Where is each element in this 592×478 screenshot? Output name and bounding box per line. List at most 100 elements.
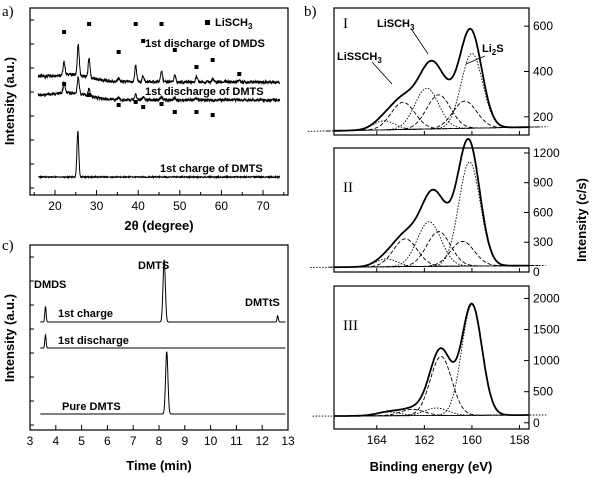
panel-a-patterns	[37, 43, 281, 180]
lisch3-marker	[172, 110, 177, 114]
annotation-lissch3: LiSSCH3	[337, 51, 382, 65]
x-tick-label: 162	[414, 433, 434, 447]
panel-b-III-frame	[333, 285, 530, 430]
panel-b-I-label: I	[343, 16, 348, 32]
arrow-lisch3	[411, 29, 429, 55]
annotation-dmds: DMDS	[34, 279, 66, 291]
x-tick-label: 50	[173, 199, 187, 213]
x-tick-label: 60	[215, 199, 229, 213]
panel-b-II-frame	[333, 147, 530, 273]
x-tick-label: 5	[78, 434, 85, 448]
xps-envelope	[334, 27, 529, 132]
y-tick-label: 0	[533, 265, 540, 279]
series-label-2: 1st discharge of DMTS	[145, 86, 264, 98]
y-tick-label: 1000	[533, 354, 560, 368]
x-tick-label: 70	[256, 199, 270, 213]
y-tick-label: 600	[533, 19, 553, 33]
panel-b-ticks: 164 162 160 158 200 400 600 0 300 600 900 1200 0 500 1…	[367, 19, 560, 447]
y-tick-label: 0	[533, 416, 540, 430]
legend-label: LiSCH3	[215, 17, 253, 31]
lisch3-marker	[237, 72, 242, 76]
y-tick-label: 1200	[533, 146, 560, 160]
y-tick-label: 1500	[533, 323, 560, 337]
chromatogram-2	[40, 333, 286, 349]
y-tick-label: 400	[533, 65, 553, 79]
lisch3-marker	[133, 22, 138, 26]
xps-envelope	[334, 137, 529, 269]
y-tick-label: 2000	[533, 291, 560, 305]
panel-b-ylabel: Intensity (c/s)	[574, 178, 589, 262]
panel-b-xlabel: Binding energy (eV)	[370, 459, 493, 474]
x-tick-label: 10	[204, 434, 218, 448]
x-tick-label: 3	[27, 434, 34, 448]
x-tick-label: 164	[367, 433, 387, 447]
panel-c-label: c)	[2, 238, 14, 254]
panel-a-label: a)	[2, 4, 14, 20]
chromatogram-1	[40, 259, 286, 323]
x-tick-label: 11	[230, 434, 243, 448]
lisch3-marker	[210, 58, 215, 62]
x-tick-label: 158	[509, 433, 529, 447]
panel-c-y-ticks	[30, 256, 34, 426]
y-tick-label: 500	[533, 385, 553, 399]
panel-b-xps: b) 164 162 160 158 200 400 600 0 300 600 900 1200 0 5…	[304, 4, 589, 474]
legend-square-marker	[205, 20, 210, 25]
arrow-lissch3	[371, 61, 393, 85]
series-label-3: Pure DMTS	[62, 401, 121, 413]
lisch3-marker	[141, 105, 146, 109]
y-tick-label: 200	[533, 110, 553, 124]
annotation-dmts: DMTS	[138, 260, 169, 272]
lisch3-marker	[194, 65, 199, 69]
x-tick-label: 12	[256, 434, 270, 448]
x-tick-label: 20	[48, 199, 62, 213]
x-tick-label: 30	[90, 199, 104, 213]
lisch3-marker	[87, 93, 92, 97]
series-label-2: 1st discharge	[58, 335, 129, 347]
panel-a-xrd: a) 20 30 40 50 60 70 1st discharge of DMDS1st…	[2, 4, 289, 233]
xps-component	[395, 304, 548, 417]
xps-envelope	[334, 302, 529, 417]
panel-c-x-ticks: 3 4 5 6 7 8 9 10 11 12 13	[27, 425, 295, 448]
x-tick-label: 6	[104, 434, 111, 448]
lisch3-marker	[62, 82, 67, 86]
x-tick-label: 160	[462, 433, 482, 447]
panel-a-xlabel: 2θ (degree)	[124, 218, 193, 233]
series-label-1: 1st discharge of DMDS	[145, 38, 265, 50]
y-tick-label: 300	[533, 235, 553, 249]
xps-component	[364, 355, 518, 417]
panel-c-chromatograms	[40, 259, 286, 415]
series-label-3: 1st charge of DMTS	[160, 163, 263, 175]
panel-a-markers	[62, 22, 242, 117]
x-tick-label: 40	[132, 199, 146, 213]
xrd-pattern-3	[38, 130, 281, 180]
x-tick-label: 8	[156, 434, 163, 448]
lisch3-marker	[133, 100, 138, 104]
lisch3-marker	[194, 110, 199, 114]
panel-b-II-label: II	[343, 180, 353, 196]
panel-c-gc: c) 3 4 5 6 7 8 9 10 11 12 13 1st charge 1st dischar…	[2, 238, 295, 473]
x-tick-label: 7	[130, 434, 137, 448]
xrd-pattern-2	[37, 76, 281, 104]
panel-a-series-labels: 1st discharge of DMDS 1st discharge of DM…	[145, 38, 265, 175]
panel-a-y-ticks	[30, 19, 34, 189]
panel-b-I-frame	[333, 7, 530, 136]
chromatogram-3	[40, 351, 286, 415]
xps-component	[388, 100, 541, 131]
annotation-li2s: Li2S	[482, 43, 504, 57]
lisch3-marker	[210, 113, 215, 117]
panel-a-ylabel: Intensity (a.u.)	[2, 57, 17, 145]
panel-b-fits	[307, 27, 549, 417]
lisch3-marker	[159, 22, 164, 26]
annotation-lisch3: LiSCH3	[377, 18, 415, 32]
y-tick-label: 900	[533, 176, 553, 190]
lisch3-marker	[116, 50, 121, 54]
lisch3-marker	[116, 103, 121, 107]
xps-component	[393, 161, 546, 268]
xrd-pattern-1	[37, 43, 281, 86]
panel-b-III-label: III	[343, 318, 358, 334]
xps-component	[362, 231, 515, 268]
arrow-li2s	[465, 55, 486, 65]
panel-c-series-labels: 1st charge 1st discharge Pure DMTS	[58, 308, 129, 413]
annotation-dmtts: DMTtS	[245, 297, 280, 309]
